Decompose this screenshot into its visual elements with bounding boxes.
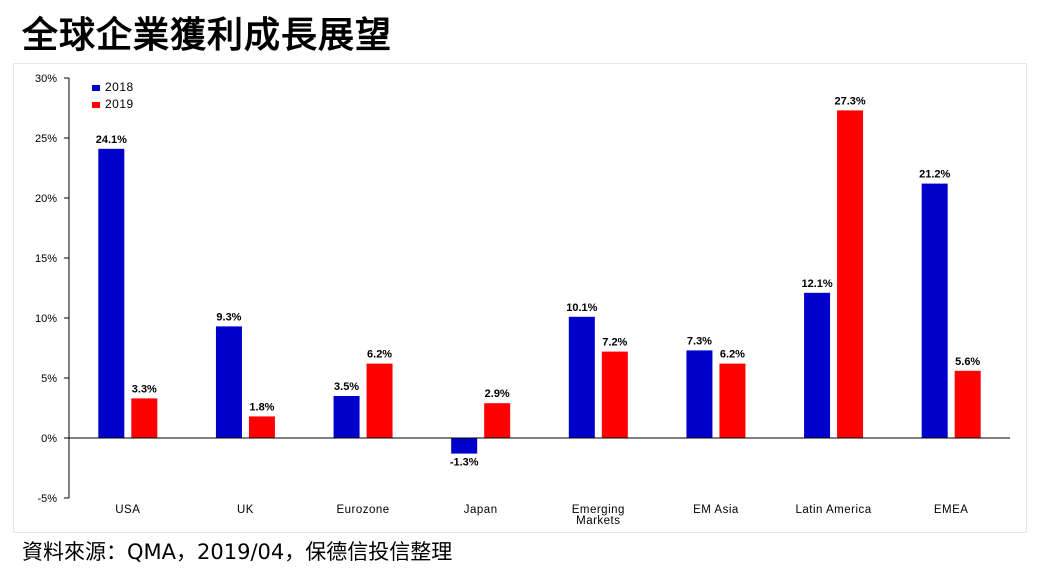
y-tick-label: 25% bbox=[35, 133, 57, 145]
value-label: 9.3% bbox=[216, 311, 241, 323]
legend-label: 2019 bbox=[105, 97, 134, 111]
y-tick-label: 0% bbox=[41, 433, 57, 445]
bar-2019-5 bbox=[719, 363, 746, 438]
bar-2018-6 bbox=[804, 292, 831, 438]
value-label: 3.5% bbox=[334, 381, 359, 393]
bars bbox=[98, 110, 981, 454]
bar-2019-1 bbox=[248, 416, 275, 438]
x-category-label: Japan bbox=[464, 504, 498, 516]
x-category-label: EMEA bbox=[934, 504, 969, 516]
value-label: 2.9% bbox=[485, 388, 510, 400]
y-tick-label: -5% bbox=[37, 493, 57, 505]
x-axis: USA UK Eurozone Japan Emerging Markets EM Asia… bbox=[69, 437, 1010, 527]
legend-swatch-2019 bbox=[92, 102, 100, 108]
y-tick-label: 15% bbox=[35, 253, 57, 265]
x-category-label: Latin America bbox=[795, 504, 871, 516]
legend-label: 2018 bbox=[105, 80, 134, 94]
x-category-label: Eurozone bbox=[336, 504, 389, 516]
x-category-label: EM Asia bbox=[693, 504, 739, 516]
value-label: 5.6% bbox=[955, 356, 980, 368]
y-tick-label: 5% bbox=[41, 373, 57, 385]
bar-2018-5 bbox=[686, 350, 713, 438]
value-label: 21.2% bbox=[919, 169, 950, 181]
x-category-label: USA bbox=[115, 504, 140, 516]
x-category-label: UK bbox=[237, 504, 254, 516]
bar-2018-2 bbox=[333, 396, 360, 438]
y-tick-label: 20% bbox=[35, 193, 57, 205]
bar-2019-0 bbox=[131, 398, 158, 438]
x-category-label: Emerging Markets bbox=[572, 504, 625, 527]
bar-2019-7 bbox=[954, 370, 981, 438]
value-label: 3.3% bbox=[132, 383, 157, 395]
value-label: 24.1% bbox=[96, 134, 127, 146]
value-label: 7.2% bbox=[602, 337, 627, 349]
value-label: -1.3% bbox=[450, 457, 479, 469]
bar-2019-2 bbox=[366, 363, 393, 438]
value-label: 27.3% bbox=[834, 95, 865, 107]
bar-2019-4 bbox=[601, 351, 628, 438]
slide-title: 全球企業獲利成長展望 bbox=[22, 15, 393, 56]
y-tick-label: 30% bbox=[35, 73, 57, 85]
value-label: 7.3% bbox=[687, 335, 712, 347]
value-label: 12.1% bbox=[801, 278, 832, 290]
legend: 2018 2019 bbox=[92, 80, 134, 111]
bar-chart: -5% 0% 5% 10% 15% 20% 25% 30% 24.1% 9.3% 3.5% -1.3… bbox=[35, 73, 1010, 527]
value-label: 1.8% bbox=[249, 401, 274, 413]
bar-2019-6 bbox=[837, 110, 864, 439]
value-label: 10.1% bbox=[566, 302, 597, 314]
value-label: 6.2% bbox=[720, 349, 745, 361]
bar-2018-3 bbox=[451, 438, 478, 454]
bar-2018-7 bbox=[921, 183, 948, 438]
legend-swatch-2018 bbox=[92, 85, 100, 91]
y-tick-label: 10% bbox=[35, 313, 57, 325]
value-labels: 24.1% 9.3% 3.5% -1.3% 10.1% 7.3% 12.1% 21.2% 3.3… bbox=[96, 95, 981, 468]
y-axis: -5% 0% 5% 10% 15% 20% 25% 30% bbox=[35, 73, 70, 505]
source-note: 資料來源：QMA，2019/04，保德信投信整理 bbox=[22, 540, 453, 564]
bar-2019-3 bbox=[484, 403, 511, 438]
bar-2018-0 bbox=[98, 148, 125, 439]
bar-2018-1 bbox=[215, 326, 242, 438]
value-label: 6.2% bbox=[367, 349, 392, 361]
bar-2018-4 bbox=[568, 316, 595, 438]
